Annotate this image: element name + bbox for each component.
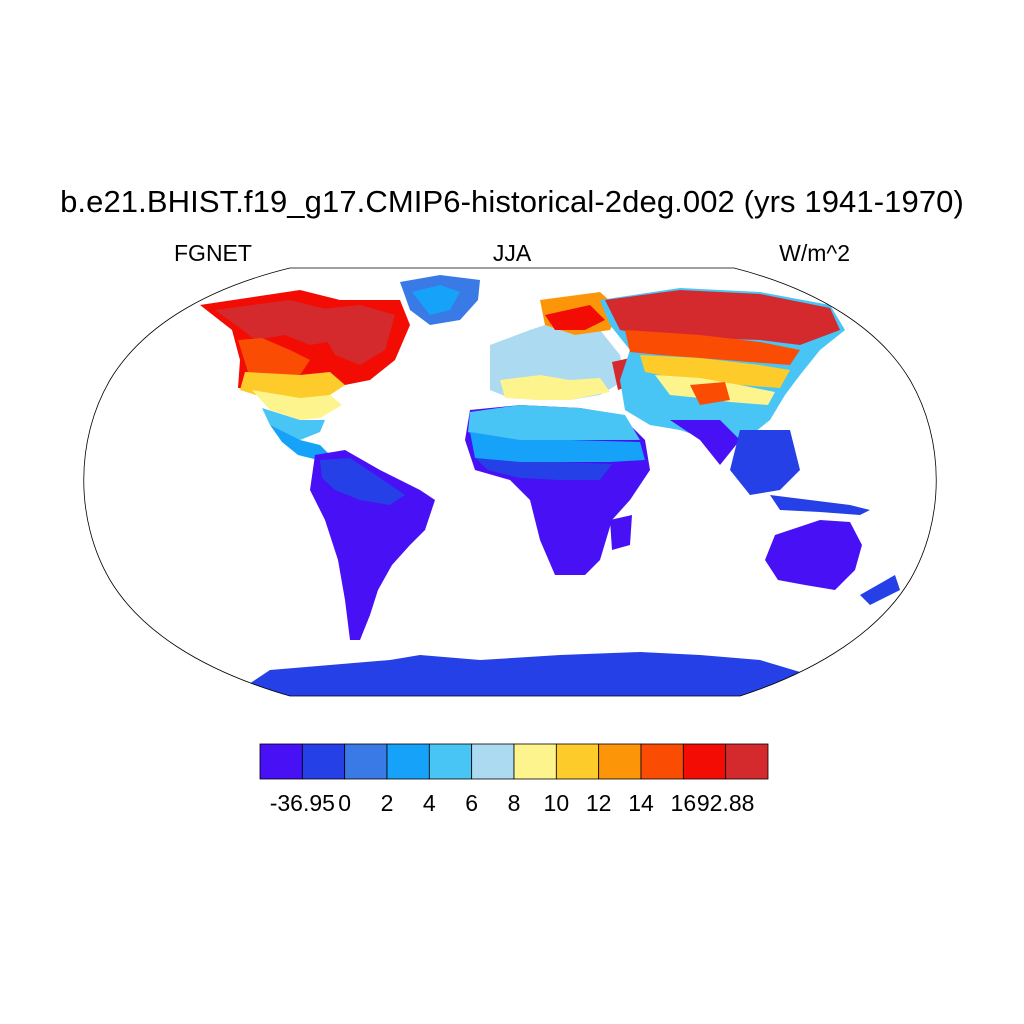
colorbar-tick-label: 4: [422, 790, 436, 816]
antarctica-field: [240, 652, 830, 696]
africa-field: [465, 405, 650, 575]
map-title: b.e21.BHIST.f19_g17.CMIP6-historical-2de…: [60, 184, 964, 219]
units-label: W/m^2: [779, 240, 850, 266]
colorbar-tick-label: 12: [585, 790, 612, 816]
colorbar-tick-label: 14: [628, 790, 654, 816]
colorbar-tick-label: 16: [670, 790, 697, 816]
colorbar-swatch: [725, 743, 769, 780]
australia-field: [765, 495, 900, 605]
colorbar-tick-label: 2: [380, 790, 394, 816]
colorbar-swatch: [386, 743, 430, 780]
europe-field: [490, 292, 632, 400]
colorbar-swatch: [555, 743, 600, 780]
field-layer: [200, 275, 900, 696]
variable-label: FGNET: [174, 240, 252, 266]
colorbar-tick-label: 6: [465, 790, 479, 816]
colorbar-swatch: [344, 743, 388, 780]
colorbar-swatch: [640, 743, 684, 780]
colorbar-swatch: [471, 743, 515, 780]
colorbar-swatch: [301, 743, 346, 780]
colorbar-swatch: [428, 743, 473, 780]
colorbar-swatch: [682, 743, 727, 780]
colorbar-tick-label: 10: [543, 790, 570, 816]
colorbar: [259, 743, 769, 780]
colorbar-swatch: [598, 743, 642, 780]
globe-outline: [83, 267, 937, 697]
colorbar-tick-label: 0: [338, 790, 352, 816]
season-label: JJA: [492, 240, 532, 266]
colorbar-tick-label: -36.95: [269, 790, 335, 816]
colorbar-swatch: [513, 743, 557, 780]
north-america-field: [200, 275, 480, 460]
asia-field: [600, 288, 845, 495]
south-america-field: [310, 450, 435, 640]
colorbar-tick-label: 92.88: [696, 790, 755, 816]
colorbar-tick-label: 8: [507, 790, 521, 816]
colorbar-swatch: [259, 743, 303, 780]
